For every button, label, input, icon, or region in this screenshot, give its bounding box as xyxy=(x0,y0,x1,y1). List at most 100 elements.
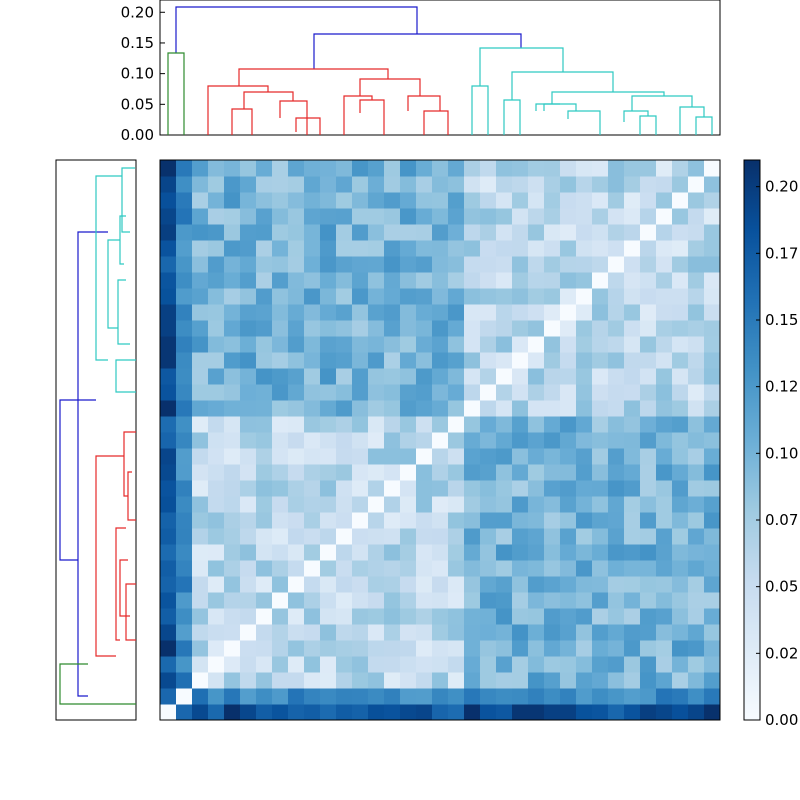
heatmap-cell xyxy=(272,448,289,465)
heatmap-cell xyxy=(512,400,529,417)
heatmap-cell xyxy=(256,640,273,657)
heatmap-cell xyxy=(272,432,289,449)
heatmap-cell xyxy=(352,272,369,289)
heatmap-cell xyxy=(272,656,289,673)
heatmap-cell xyxy=(640,368,657,385)
heatmap-cell xyxy=(352,464,369,481)
heatmap-cell xyxy=(640,288,657,305)
heatmap-cell xyxy=(192,704,209,721)
heatmap-cell xyxy=(704,448,721,465)
heatmap-cell xyxy=(464,544,481,561)
heatmap-cell xyxy=(480,512,497,529)
heatmap-cell xyxy=(272,272,289,289)
heatmap-cell xyxy=(288,368,305,385)
heatmap-cell xyxy=(448,576,465,593)
heatmap-cell xyxy=(496,336,513,353)
heatmap-cell xyxy=(176,656,193,673)
heatmap-cell xyxy=(656,624,673,641)
heatmap-cell xyxy=(608,608,625,625)
heatmap-cell xyxy=(416,320,433,337)
heatmap-cell xyxy=(512,448,529,465)
heatmap-cell xyxy=(576,576,593,593)
heatmap-cell xyxy=(688,160,705,177)
heatmap-cell xyxy=(704,416,721,433)
heatmap-cell xyxy=(640,560,657,577)
heatmap-cell xyxy=(576,368,593,385)
heatmap-cell xyxy=(704,384,721,401)
heatmap-cell xyxy=(544,560,561,577)
heatmap-cell xyxy=(528,688,545,705)
heatmap-cell xyxy=(624,304,641,321)
heatmap-cell xyxy=(512,288,529,305)
heatmap-cell xyxy=(320,208,337,225)
heatmap-cell xyxy=(688,272,705,289)
heatmap-cell xyxy=(656,352,673,369)
heatmap-cell xyxy=(464,432,481,449)
heatmap-cell xyxy=(400,416,417,433)
heatmap-cell xyxy=(576,496,593,513)
heatmap-cell xyxy=(576,224,593,241)
heatmap-cell xyxy=(160,336,177,353)
heatmap-cell xyxy=(224,688,241,705)
heatmap-cell xyxy=(496,496,513,513)
heatmap-cell xyxy=(592,464,609,481)
heatmap-cell xyxy=(208,336,225,353)
heatmap-cell xyxy=(688,528,705,545)
heatmap-cell xyxy=(560,256,577,273)
heatmap-cell xyxy=(688,432,705,449)
heatmap-cell xyxy=(336,640,353,657)
dendrogram-link xyxy=(359,78,421,96)
dendrogram-link xyxy=(59,663,136,705)
heatmap-cell xyxy=(608,288,625,305)
heatmap-cell xyxy=(240,304,257,321)
heatmap-cell xyxy=(240,240,257,257)
heatmap-cell xyxy=(624,224,641,241)
heatmap-cell xyxy=(256,624,273,641)
heatmap-cell xyxy=(528,240,545,257)
heatmap-cell xyxy=(256,656,273,673)
heatmap-cell xyxy=(512,704,529,721)
heatmap-cell xyxy=(160,592,177,609)
dendrogram-link xyxy=(567,110,601,135)
heatmap-cell xyxy=(400,272,417,289)
heatmap-cell xyxy=(160,480,177,497)
heatmap-cell xyxy=(400,464,417,481)
heatmap-cell xyxy=(336,656,353,673)
heatmap-cell xyxy=(576,176,593,193)
heatmap-cell xyxy=(640,592,657,609)
heatmap-cell xyxy=(496,320,513,337)
heatmap-cell xyxy=(672,160,689,177)
heatmap-cell xyxy=(576,288,593,305)
heatmap-cell xyxy=(416,480,433,497)
heatmap-cell xyxy=(432,496,449,513)
heatmap-cell xyxy=(224,288,241,305)
heatmap-cell xyxy=(240,176,257,193)
heatmap-cell xyxy=(608,656,625,673)
heatmap-cell xyxy=(640,640,657,657)
heatmap-cell xyxy=(496,656,513,673)
heatmap-cell xyxy=(432,528,449,545)
heatmap-cell xyxy=(480,288,497,305)
heatmap-cell xyxy=(336,400,353,417)
heatmap-cell xyxy=(480,688,497,705)
heatmap-cell xyxy=(368,320,385,337)
heatmap-cell xyxy=(496,288,513,305)
heatmap-cell xyxy=(448,528,465,545)
heatmap-cell xyxy=(256,352,273,369)
colorbar-tick-label: 0.15 xyxy=(765,311,798,329)
heatmap-cell xyxy=(384,672,401,689)
heatmap-cell xyxy=(480,624,497,641)
heatmap-cell xyxy=(656,496,673,513)
heatmap-cell xyxy=(688,304,705,321)
heatmap-cell xyxy=(592,160,609,177)
heatmap-cell xyxy=(304,320,321,337)
heatmap-cell xyxy=(448,192,465,209)
heatmap-cell xyxy=(320,608,337,625)
dendrogram-link xyxy=(471,85,489,135)
heatmap-cell xyxy=(208,464,225,481)
heatmap-cell xyxy=(208,624,225,641)
heatmap-cell xyxy=(288,320,305,337)
heatmap-cell xyxy=(288,528,305,545)
heatmap-cell xyxy=(304,176,321,193)
heatmap-cell xyxy=(416,672,433,689)
